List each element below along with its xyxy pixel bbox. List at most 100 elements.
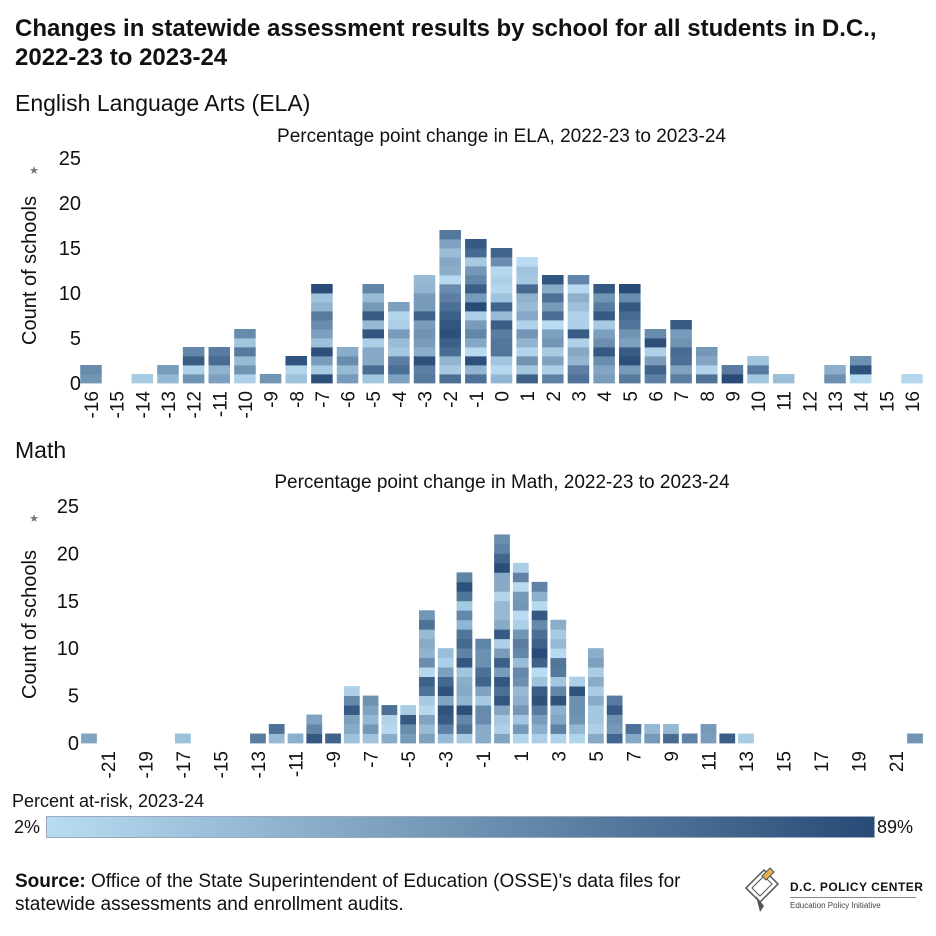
school-cell [681, 733, 698, 744]
school-cell [569, 676, 585, 687]
school-cell [531, 657, 548, 668]
school-cell [437, 714, 454, 725]
school-cell [439, 374, 461, 384]
school-cell [619, 293, 641, 303]
bar [567, 275, 590, 384]
school-cell [475, 676, 492, 687]
school-cell [439, 266, 461, 276]
school-cell [419, 648, 435, 659]
school-cell [550, 638, 567, 649]
school-cell [413, 365, 436, 375]
school-cell [419, 610, 435, 621]
y-tick-label: 5 [68, 686, 79, 708]
school-cell [619, 311, 641, 321]
school-cell [593, 302, 615, 312]
school-cell [388, 338, 410, 348]
school-cell [644, 338, 667, 348]
bar [362, 284, 384, 384]
bar [849, 356, 872, 384]
school-cell [437, 695, 454, 706]
school-cell [437, 724, 454, 734]
bar [901, 374, 923, 384]
x-tick-label: -9 [324, 751, 345, 768]
math-histogram: Percentage point change in Math, 2022-23… [19, 472, 923, 778]
school-cell [456, 657, 473, 668]
school-cell [531, 591, 548, 602]
school-cell [381, 705, 398, 715]
school-cell [419, 714, 435, 725]
school-cell [695, 356, 718, 366]
school-cell [465, 329, 487, 339]
school-cell [494, 686, 510, 696]
school-cell [362, 714, 379, 725]
school-cell [567, 338, 590, 348]
bar [695, 347, 718, 384]
x-tick-label: -5 [364, 391, 385, 408]
school-cell [234, 347, 256, 357]
school-cell [567, 365, 590, 375]
school-cell [512, 591, 529, 602]
school-cell [381, 733, 398, 744]
school-cell [747, 374, 769, 384]
school-cell [663, 724, 679, 734]
school-cell [531, 600, 548, 611]
school-cell [849, 374, 872, 384]
school-cell [721, 374, 744, 384]
bar [907, 733, 923, 744]
school-cell [419, 733, 435, 744]
school-cell [285, 356, 308, 366]
school-cell [542, 338, 564, 348]
bar [400, 705, 417, 744]
school-cell [465, 284, 487, 294]
school-cell [490, 266, 513, 276]
school-cell [772, 374, 795, 384]
school-cell [362, 338, 384, 348]
school-cell [606, 733, 623, 744]
bar [325, 733, 341, 744]
school-cell [567, 284, 590, 294]
school-cell [587, 733, 604, 744]
school-cell [619, 338, 641, 348]
math-section-title: Math [15, 437, 67, 463]
school-cell [439, 230, 461, 240]
school-cell [419, 619, 435, 630]
school-cell [208, 365, 231, 375]
school-cell [475, 648, 492, 659]
school-cell [550, 676, 567, 687]
school-cell [512, 667, 529, 678]
school-cell [388, 356, 410, 366]
school-cell [490, 275, 513, 285]
school-cell [490, 293, 513, 303]
school-cell [250, 733, 266, 744]
school-cell [437, 705, 454, 715]
school-cell [531, 724, 548, 734]
school-cell [343, 733, 360, 744]
school-cell [439, 275, 461, 285]
school-cell [531, 667, 548, 678]
school-cell [439, 365, 461, 375]
school-cell [494, 648, 510, 659]
school-cell [494, 581, 510, 592]
y-axis-label: Count of schools [19, 196, 41, 345]
school-cell [456, 648, 473, 659]
y-tick-label: 25 [57, 496, 79, 518]
school-cell [362, 302, 384, 312]
y-tick-label: 10 [59, 283, 81, 305]
school-cell [593, 284, 615, 294]
bar [234, 329, 256, 384]
x-tick-label: 11 [775, 391, 796, 411]
school-cell [512, 610, 529, 621]
school-cell [336, 365, 359, 375]
x-tick-label: 9 [662, 751, 683, 762]
school-cell [362, 695, 379, 706]
legend-min-label: 2% [14, 817, 41, 837]
x-tick-label: 3 [549, 751, 570, 762]
bar [465, 239, 487, 384]
school-cell [550, 667, 567, 678]
school-cell [512, 676, 529, 687]
school-cell [644, 347, 667, 357]
school-cell [362, 374, 384, 384]
school-cell [619, 329, 641, 339]
school-cell [311, 365, 333, 375]
school-cell [311, 302, 333, 312]
